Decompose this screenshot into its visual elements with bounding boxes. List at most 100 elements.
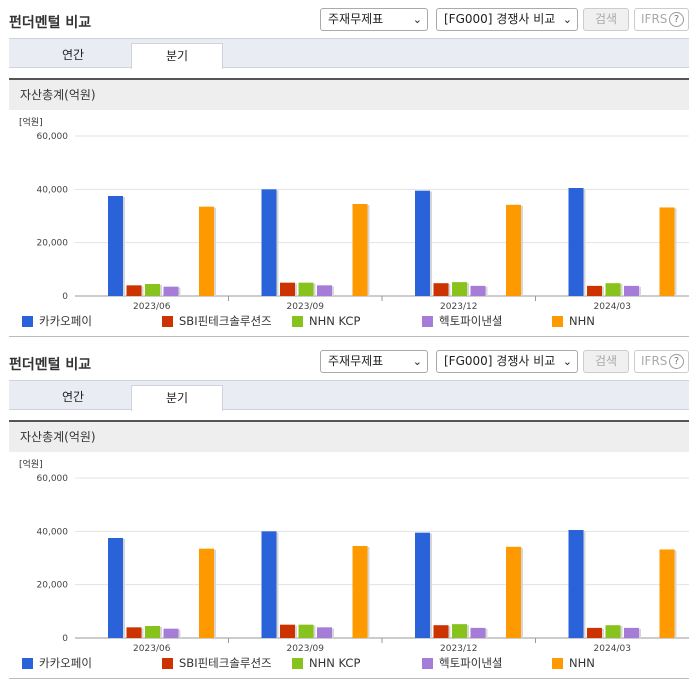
- x-tick-label: 2023/06: [133, 644, 171, 654]
- bar-NHN KCP: [298, 624, 314, 638]
- tab-quarterly[interactable]: 분기: [131, 385, 223, 411]
- fundamental-panel: 펀더멘털 비교 주재무제표 ⌄ [FG000] 경쟁사 비교 ⌄ 검색 IFRS…: [9, 8, 689, 337]
- y-tick-label: 0: [62, 292, 68, 302]
- tab-quarterly[interactable]: 분기: [131, 43, 223, 69]
- bar-NHN KCP: [145, 626, 160, 638]
- legend-label: NHN: [569, 656, 595, 670]
- bar-헥토파이낸셜: [163, 286, 179, 296]
- bar-SBI핀테크솔루션즈: [587, 627, 602, 638]
- legend-swatch: [162, 316, 173, 327]
- bar-카카오페이: [261, 189, 277, 296]
- tab-annual[interactable]: 연간: [61, 48, 85, 62]
- bar-헥토파이낸셜: [163, 628, 179, 638]
- legend-label: 카카오페이: [39, 314, 92, 328]
- y-tick-label: 20,000: [37, 239, 69, 249]
- legend-swatch: [22, 316, 33, 327]
- statement-type-select[interactable]: 주재무제표 ⌄: [320, 350, 428, 373]
- bar-카카오페이: [261, 531, 277, 638]
- fundamental-panel: 펀더멘털 비교 주재무제표 ⌄ [FG000] 경쟁사 비교 ⌄ 검색 IFRS…: [0, 342, 696, 684]
- bar-SBI핀테크솔루션즈: [587, 285, 602, 296]
- x-tick-label: 2024/03: [594, 644, 631, 654]
- legend-swatch: [162, 658, 173, 669]
- statement-type-value: 주재무제표: [328, 354, 384, 368]
- bar-SBI핀테크솔루션즈: [126, 627, 142, 638]
- bar-NHN: [199, 548, 214, 638]
- bar-SBI핀테크솔루션즈: [126, 285, 142, 296]
- bar-헥토파이낸셜: [470, 627, 486, 638]
- chart-legend: 카카오페이 SBI핀테크솔루션즈 NHN KCP 헥토파이낸셜 NHN: [22, 313, 682, 329]
- legend-label: NHN: [569, 314, 595, 328]
- search-button[interactable]: 검색: [583, 350, 629, 373]
- bar-SBI핀테크솔루션즈: [280, 282, 295, 296]
- bar-NHN: [659, 549, 675, 638]
- legend-swatch: [292, 658, 303, 669]
- peer-group-value: [FG000] 경쟁사 비교: [444, 354, 556, 368]
- peer-group-select[interactable]: [FG000] 경쟁사 비교 ⌄: [436, 8, 578, 31]
- legend-swatch: [552, 316, 563, 327]
- x-tick-label: 2023/09: [287, 644, 325, 654]
- bar-NHN KCP: [298, 282, 314, 296]
- assets-bar-chart: [억원] 0 20,000 40,000 60,000 2023/06 2023/09 202…: [19, 116, 689, 312]
- legend-swatch: [22, 658, 33, 669]
- bar-헥토파이낸셜: [624, 285, 639, 296]
- legend-label: SBI핀테크솔루션즈: [179, 656, 272, 670]
- x-tick-label: 2023/12: [440, 302, 477, 312]
- chevron-down-icon: ⌄: [412, 355, 422, 368]
- divider: [9, 336, 689, 337]
- chevron-down-icon: ⌄: [562, 355, 572, 368]
- bar-카카오페이: [415, 532, 430, 638]
- legend-swatch: [552, 658, 563, 669]
- panel-title: 펀더멘털 비교: [9, 15, 92, 31]
- ifrs-button[interactable]: IFRS ?: [634, 350, 689, 373]
- statement-type-select[interactable]: 주재무제표 ⌄: [320, 8, 428, 31]
- bar-NHN KCP: [605, 283, 621, 296]
- period-tabs: 연간 분기: [9, 380, 689, 411]
- ifrs-button[interactable]: IFRS ?: [634, 8, 689, 31]
- y-tick-label: 60,000: [37, 474, 69, 484]
- bar-카카오페이: [108, 538, 123, 638]
- chevron-down-icon: ⌄: [562, 13, 572, 26]
- bar-카카오페이: [568, 188, 584, 296]
- help-icon[interactable]: ?: [669, 354, 684, 369]
- bar-카카오페이: [108, 196, 123, 296]
- x-tick-label: 2024/03: [594, 302, 631, 312]
- statement-type-value: 주재무제표: [328, 12, 384, 26]
- help-icon[interactable]: ?: [669, 12, 684, 27]
- bar-NHN: [352, 546, 368, 638]
- bar-NHN: [199, 206, 214, 296]
- legend-swatch: [422, 316, 433, 327]
- peer-group-select[interactable]: [FG000] 경쟁사 비교 ⌄: [436, 350, 578, 373]
- legend-label: NHN KCP: [309, 314, 361, 328]
- legend-swatch: [422, 658, 433, 669]
- bar-NHN: [352, 204, 368, 296]
- legend-label: SBI핀테크솔루션즈: [179, 314, 272, 328]
- chart-legend: 카카오페이 SBI핀테크솔루션즈 NHN KCP 헥토파이낸셜 NHN: [22, 655, 682, 671]
- legend-label: 헥토파이낸셜: [439, 656, 503, 670]
- bar-NHN: [506, 204, 521, 296]
- panel-title: 펀더멘털 비교: [9, 357, 92, 373]
- y-tick-label: 40,000: [37, 185, 69, 195]
- bar-카카오페이: [415, 190, 430, 296]
- bar-헥토파이낸셜: [624, 627, 639, 638]
- bar-헥토파이낸셜: [317, 285, 332, 296]
- legend-label: NHN KCP: [309, 656, 361, 670]
- x-tick-label: 2023/09: [287, 302, 325, 312]
- bar-헥토파이낸셜: [317, 627, 332, 638]
- x-tick-label: 2023/12: [440, 644, 477, 654]
- peer-group-value: [FG000] 경쟁사 비교: [444, 12, 556, 26]
- bar-SBI핀테크솔루션즈: [280, 624, 295, 638]
- search-button[interactable]: 검색: [583, 8, 629, 31]
- tab-annual[interactable]: 연간: [61, 390, 85, 404]
- section-title: 자산총계(억원): [9, 420, 689, 452]
- bar-NHN KCP: [452, 624, 467, 638]
- ifrs-label: IFRS: [641, 12, 668, 26]
- bar-SBI핀테크솔루션즈: [433, 283, 449, 296]
- x-tick-label: 2023/06: [133, 302, 171, 312]
- bar-NHN KCP: [605, 625, 621, 638]
- period-tabs: 연간 분기: [9, 38, 689, 69]
- bar-NHN KCP: [145, 284, 160, 296]
- y-tick-label: 20,000: [37, 581, 69, 591]
- section-title: 자산총계(억원): [9, 78, 689, 110]
- chevron-down-icon: ⌄: [412, 13, 422, 26]
- y-tick-label: 40,000: [37, 527, 69, 537]
